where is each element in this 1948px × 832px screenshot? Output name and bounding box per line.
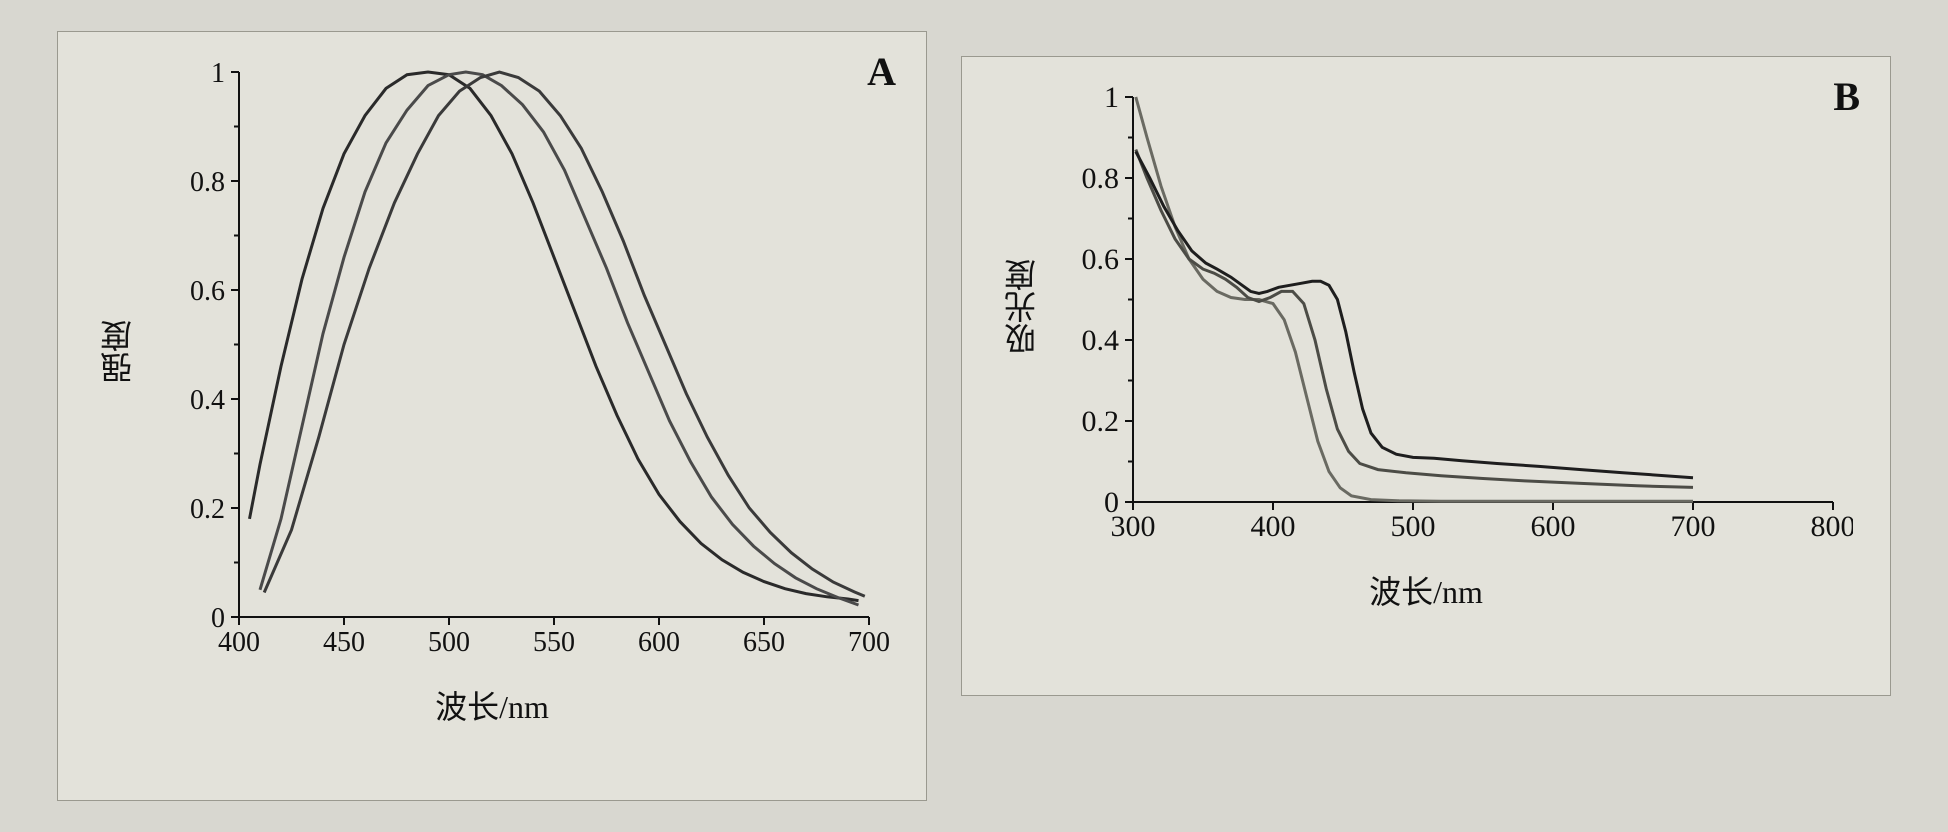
chart-b-svg: 30040050060070080000.20.40.60.81 [1053,57,1853,557]
svg-text:800: 800 [1811,510,1854,543]
svg-text:0.2: 0.2 [190,494,225,525]
svg-text:700: 700 [1671,510,1716,543]
svg-text:0.6: 0.6 [1082,243,1120,276]
svg-text:600: 600 [638,627,680,658]
chart-a-svg: 40045050055060065070000.20.40.60.81 [149,32,889,672]
svg-text:400: 400 [1251,510,1296,543]
chart-a-wrap: 强度 40045050055060065070000.20.40.60.81 [95,32,889,672]
svg-text:0.4: 0.4 [190,385,225,416]
svg-text:0: 0 [1104,486,1119,519]
svg-text:700: 700 [848,627,889,658]
chart-a-ylabel: 强度 [95,320,141,384]
svg-text:0: 0 [211,603,225,634]
svg-text:0.8: 0.8 [190,167,225,198]
svg-text:650: 650 [743,627,785,658]
chart-b-xlabel: 波长/nm [1369,567,1483,613]
svg-text:0.6: 0.6 [190,276,225,307]
svg-text:0.8: 0.8 [1082,162,1120,195]
panel-b: B 吸光度 30040050060070080000.20.40.60.81 波… [961,56,1891,696]
chart-b-ylabel: 吸光度 [999,259,1045,355]
svg-text:0.4: 0.4 [1082,324,1120,357]
svg-text:1: 1 [211,58,225,89]
chart-a-xlabel: 波长/nm [435,682,549,728]
svg-text:500: 500 [1391,510,1436,543]
svg-text:500: 500 [428,627,470,658]
svg-text:550: 550 [533,627,575,658]
svg-text:1: 1 [1104,81,1119,114]
panel-a-label: A [867,48,896,95]
panel-b-label: B [1833,73,1860,120]
chart-b-wrap: 吸光度 30040050060070080000.20.40.60.81 [999,57,1853,557]
svg-text:0.2: 0.2 [1082,405,1120,438]
panel-a: A 强度 40045050055060065070000.20.40.60.81… [57,31,927,801]
svg-text:600: 600 [1531,510,1576,543]
svg-text:450: 450 [323,627,365,658]
